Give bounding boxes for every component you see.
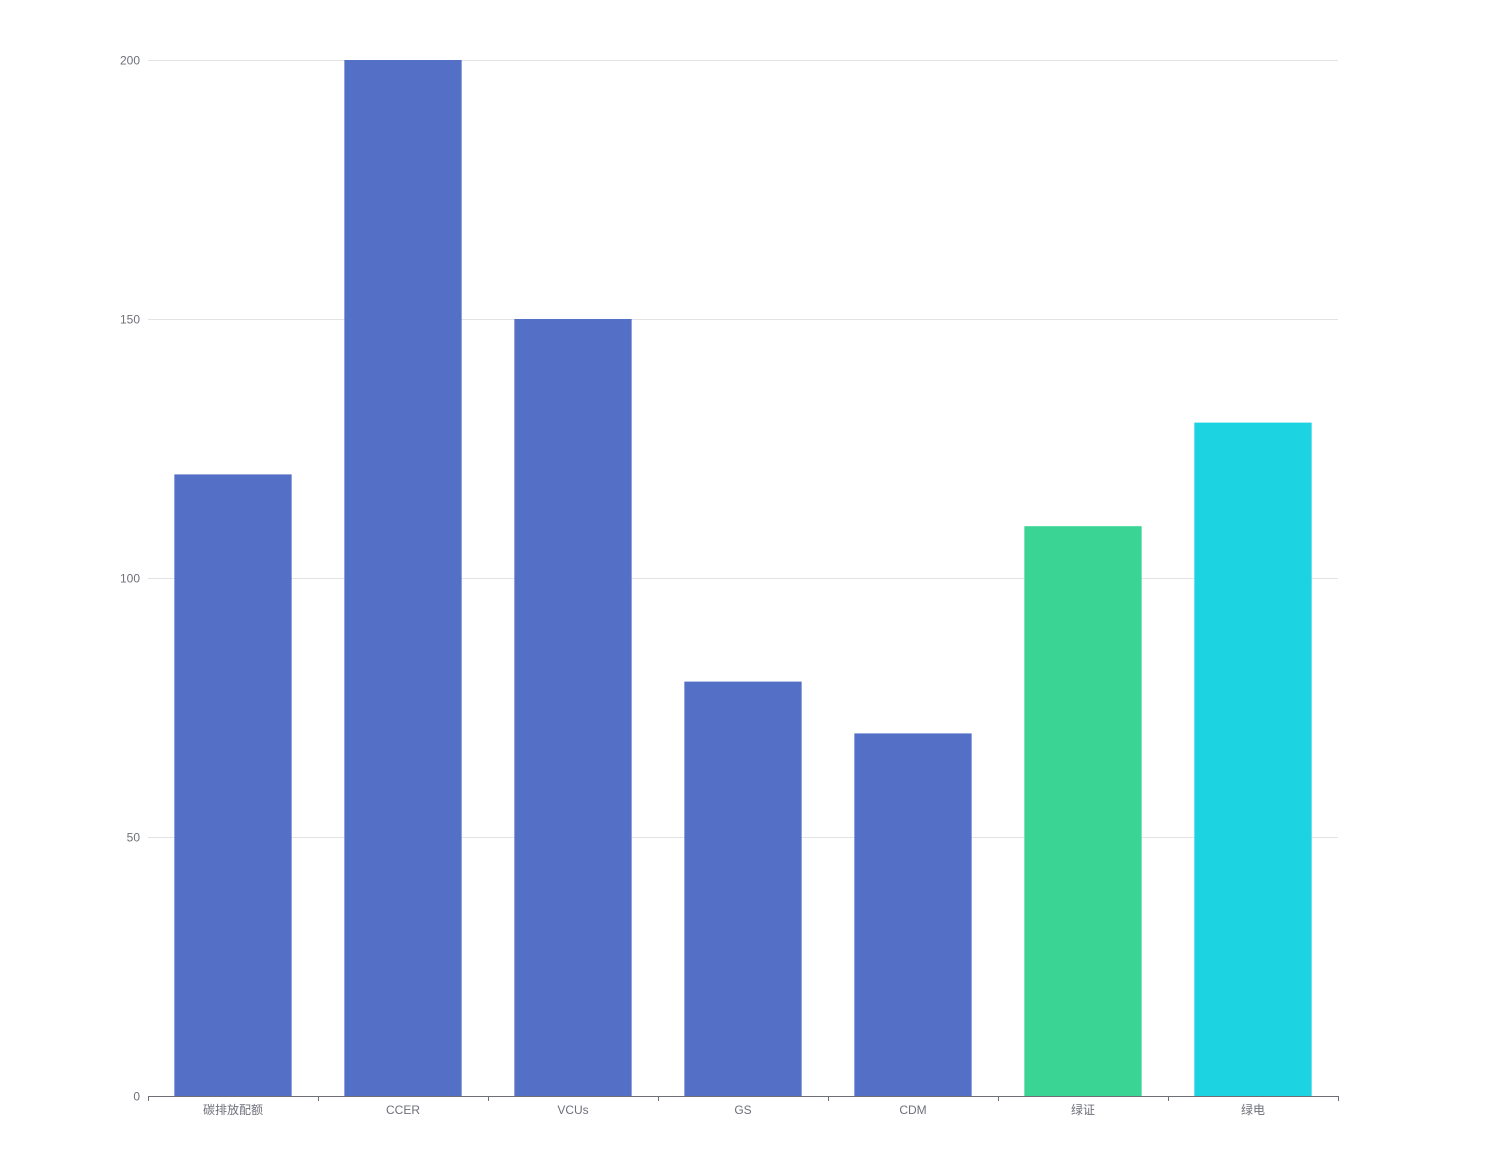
tick-labels: 0 50 100 150 200 碳排放配额 CCER VCUs GS CDM 绿证 绿电 — [120, 54, 1265, 1118]
x-tick-label: VCUs — [557, 1103, 588, 1117]
bar-6 — [1194, 422, 1312, 1097]
x-tick-label: CCER — [386, 1103, 420, 1117]
bar-1 — [344, 60, 462, 1096]
y-tick-label: 100 — [120, 572, 140, 586]
bar-5 — [1024, 526, 1142, 1096]
x-tick-label: GS — [734, 1103, 751, 1117]
bar-2 — [514, 319, 632, 1096]
axes — [148, 1096, 1339, 1101]
x-tick-label: CDM — [899, 1103, 926, 1117]
y-tick-label: 200 — [120, 54, 140, 68]
x-tick-label: 绿证 — [1071, 1102, 1095, 1117]
y-tick-label: 50 — [127, 831, 141, 845]
bar-4 — [854, 733, 972, 1096]
y-tick-label: 150 — [120, 313, 140, 327]
x-tick-label: 碳排放配额 — [203, 1102, 263, 1117]
bars — [174, 60, 1312, 1097]
bar-3 — [684, 681, 802, 1096]
bar-0 — [174, 474, 292, 1096]
y-tick-label: 0 — [133, 1090, 140, 1104]
x-tick-label: 绿电 — [1241, 1102, 1265, 1117]
